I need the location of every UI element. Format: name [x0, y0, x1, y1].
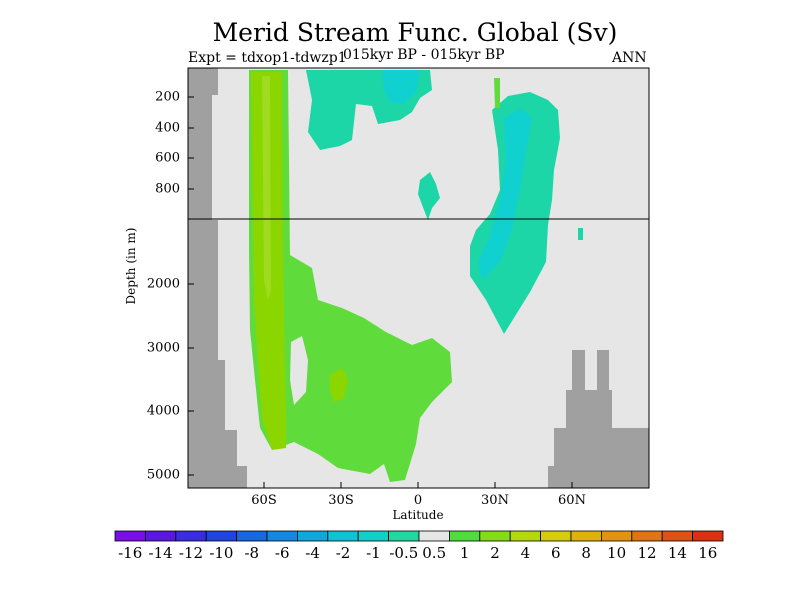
colorbar-label: 4 — [520, 544, 531, 562]
colorbar-label: -16 — [118, 544, 143, 562]
colorbar-swatch — [418, 530, 450, 542]
x-tick-label: 0 — [413, 493, 423, 508]
x-tick-label: 30N — [481, 493, 509, 508]
upper-cyan-cell — [382, 70, 420, 104]
y-tick-label: 3000 — [146, 340, 180, 356]
colorbar-swatch — [296, 530, 329, 542]
colorbar-swatch — [114, 530, 146, 542]
y-tick-label: 4000 — [146, 403, 180, 419]
colorbar-swatch — [327, 530, 359, 542]
chart-title: Merid Stream Func. Global (Sv) — [212, 18, 618, 47]
x-tick-label: 30S — [328, 493, 354, 508]
x-tick-label: 60N — [558, 493, 586, 508]
x-tick-label: 60S — [251, 493, 277, 508]
colorbar-swatch — [479, 530, 511, 542]
colorbar-label: 12 — [637, 544, 657, 562]
land-mask-left — [188, 68, 247, 488]
colorbar-label: -6 — [274, 544, 290, 562]
y-tick-label: 200 — [155, 89, 180, 105]
colorbar-label: 14 — [667, 544, 687, 562]
colorbar-label: 10 — [607, 544, 627, 562]
colorbar-swatch — [144, 530, 177, 542]
small-green-blip — [494, 78, 500, 108]
colorbar-swatch — [540, 530, 572, 542]
land-mask-right — [548, 350, 649, 488]
colorbar-label: -4 — [305, 544, 320, 562]
colorbar-label: 1 — [459, 544, 470, 562]
colorbar-label: -0.5 — [389, 544, 419, 562]
colorbar-label: 8 — [581, 544, 591, 562]
colorbar-swatch — [388, 530, 420, 542]
colorbar-swatch — [631, 530, 663, 542]
colorbar-swatch — [175, 530, 207, 542]
colorbar-swatch — [601, 530, 633, 542]
colorbar-swatch — [266, 530, 298, 542]
north-cyan-core — [478, 108, 532, 280]
colorbar-label: -1 — [366, 544, 381, 562]
y-tick-label: 800 — [155, 181, 180, 197]
colorbar-swatch — [205, 530, 237, 542]
season-label: ANN — [612, 50, 647, 66]
colorbar-swatch — [570, 530, 602, 542]
period-label: 015kyr BP - 015kyr BP — [343, 47, 505, 63]
colorbar-label: -8 — [244, 544, 260, 562]
colorbar-label: -2 — [335, 544, 351, 562]
colorbar-swatch — [692, 530, 724, 542]
small-teal-dot — [578, 228, 583, 240]
experiment-label: Expt = tdxop1-tdwzp1 — [188, 50, 347, 66]
colorbar-swatch — [357, 530, 390, 542]
colorbar-swatch — [236, 530, 268, 542]
colorbar-label: -10 — [209, 544, 234, 562]
y-tick-label: 600 — [155, 150, 180, 166]
core-yellow-green — [262, 76, 271, 300]
colorbar-swatch — [448, 530, 481, 542]
y-tick-label: 2000 — [146, 276, 180, 292]
colorbar-swatch — [509, 530, 542, 542]
tick-marks — [188, 96, 573, 488]
y-tick-label: 5000 — [146, 467, 180, 483]
y-tick-label: 400 — [155, 120, 180, 136]
deep-cell-gap — [290, 336, 308, 405]
core-mid-green-small — [330, 368, 348, 402]
colorbar-label: 2 — [490, 544, 500, 562]
colorbar-swatch — [661, 530, 694, 542]
small-teal-blob — [418, 172, 440, 220]
colorbar-label: 0.5 — [422, 544, 447, 562]
colorbar-label: 6 — [551, 544, 561, 562]
colorbar-label: -14 — [148, 544, 173, 562]
x-axis-label: Latitude — [392, 508, 444, 522]
colorbar-label: 16 — [698, 544, 718, 562]
colorbar-label: -12 — [178, 544, 204, 562]
